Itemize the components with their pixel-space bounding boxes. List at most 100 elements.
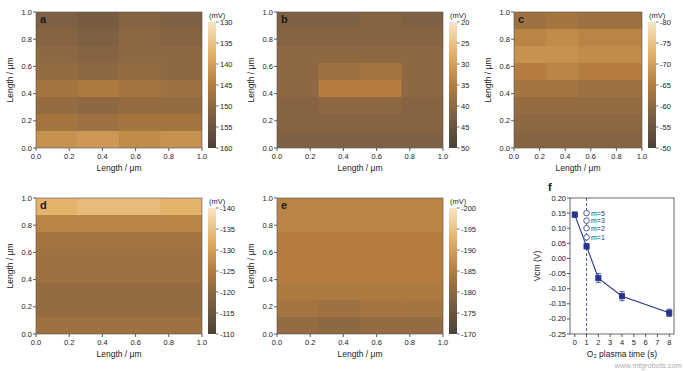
error-bar (596, 274, 601, 283)
x-tick-label: 0.6 (130, 338, 140, 347)
y-tick-label: 1.0 (500, 8, 510, 17)
heat-cell (402, 63, 444, 81)
colorbar-tick (457, 85, 460, 86)
y-tick-label: 0.4 (22, 89, 32, 98)
heat-cell (78, 283, 120, 301)
x-tick-label: 0.0 (31, 152, 41, 161)
y-tick-label: 0.8 (22, 35, 32, 44)
colorbar-tick-label: -190 (461, 246, 476, 255)
data-point (584, 234, 590, 240)
error-cap (596, 282, 601, 283)
y-tick-label: 0.4 (263, 275, 273, 284)
heat-cell (277, 198, 319, 216)
heat-cell (546, 12, 579, 30)
y-tick (33, 306, 36, 307)
x-tick-label: 3 (608, 338, 612, 347)
y-tick-label: 0.6 (263, 62, 273, 71)
heat-cell (546, 131, 579, 148)
x-tick-label: 1 (584, 338, 588, 347)
x-axis-label: Length / μm (337, 349, 382, 359)
heat-cell (360, 317, 402, 334)
x-tick (539, 148, 540, 151)
colorbar-tick (216, 292, 219, 293)
panel-label: c (518, 13, 524, 25)
heat-cell (402, 97, 444, 115)
heat-cell (402, 46, 444, 64)
colorbar-tick-label: 30 (461, 60, 469, 69)
colorbar (208, 22, 216, 148)
heat-cell (119, 317, 161, 334)
heat-cell (402, 283, 444, 301)
heat-cell (161, 80, 203, 98)
y-tick (33, 198, 36, 199)
heat-cell (161, 29, 203, 47)
colorbar-tick-label: 135 (220, 39, 233, 48)
colorbar-tick (656, 85, 659, 86)
colorbar-tick (216, 229, 219, 230)
colorbar-tick-label: -65 (660, 81, 671, 90)
error-cap (620, 291, 625, 292)
colorbar-tick (457, 313, 460, 314)
point-label: m=5 (591, 210, 605, 217)
heat-cell (161, 249, 203, 267)
heat-cell (36, 249, 78, 267)
x-tick-label: 0.6 (130, 152, 140, 161)
figure: 0.00.20.40.60.81.00.00.20.40.60.81.0Leng… (0, 0, 685, 371)
y-tick-label: -0.10 (549, 284, 566, 293)
heat-cell (78, 114, 120, 132)
heat-cell (277, 215, 319, 233)
y-tick (274, 93, 277, 94)
x-tick-label: 0.2 (534, 152, 544, 161)
y-tick (511, 39, 514, 40)
x-tick-label: 1.0 (197, 338, 207, 347)
y-tick (274, 120, 277, 121)
heat-cell (277, 97, 319, 115)
x-tick-label: 0.2 (64, 338, 74, 347)
y-tick (567, 198, 570, 199)
colorbar (648, 22, 656, 148)
colorbar-tick (216, 334, 219, 335)
heat-cell (277, 232, 319, 250)
heat-cell (402, 29, 444, 47)
heat-cell (360, 232, 402, 250)
heat-cell (78, 215, 120, 233)
x-tick (168, 148, 169, 151)
x-tick-label: 0.4 (338, 338, 348, 347)
x-axis-label: Length / μm (96, 163, 141, 173)
colorbar-tick-label: -175 (461, 309, 476, 318)
colorbar-tick (457, 148, 460, 149)
y-tick-label: 1.0 (22, 194, 32, 203)
colorbar-tick-label: 145 (220, 81, 233, 90)
heat-cell (319, 198, 361, 216)
x-tick (277, 334, 278, 337)
heat-cell (119, 80, 161, 98)
x-tick (202, 334, 203, 337)
x-tick (102, 334, 103, 337)
heat-cell (119, 232, 161, 250)
plot-frame (514, 12, 642, 148)
y-tick (33, 39, 36, 40)
heat-cell (119, 283, 161, 301)
y-tick (274, 148, 277, 149)
y-tick (274, 39, 277, 40)
marks (572, 198, 672, 334)
x-tick-label: 0.4 (97, 338, 107, 347)
heat-cell (161, 215, 203, 233)
heat-cell (402, 80, 444, 98)
heat-cell (360, 12, 402, 30)
heat-cell (119, 215, 161, 233)
x-tick-label: 1.0 (637, 152, 647, 161)
x-tick (376, 148, 377, 151)
error-bar (667, 309, 672, 316)
colorbar-tick-label: -185 (461, 267, 476, 276)
colorbar-tick (457, 22, 460, 23)
colorbar-tick (656, 148, 659, 149)
heat-cell (277, 63, 319, 81)
plot-frame (277, 198, 443, 334)
y-tick (33, 93, 36, 94)
heat-cell (119, 29, 161, 47)
y-tick-label: 0.2 (263, 302, 273, 311)
colorbar-tick (216, 64, 219, 65)
colorbar-tick (216, 127, 219, 128)
heat-cell (78, 232, 120, 250)
